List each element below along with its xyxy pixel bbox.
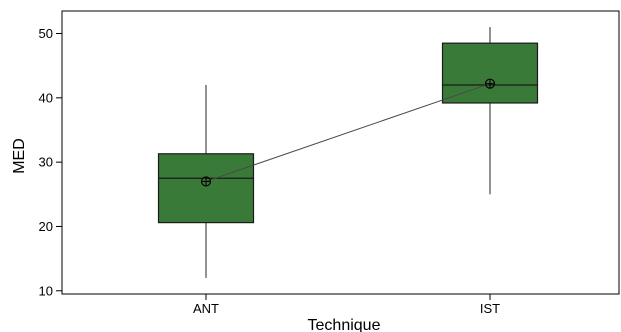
x-tick-label-ant: ANT: [193, 301, 219, 316]
y-axis-title: MED: [11, 138, 28, 174]
mean-connect-line: [205, 83, 491, 182]
x-axis: ANT IST: [193, 294, 500, 316]
plot-frame-group: [61, 10, 620, 295]
iqr-box: [157, 153, 255, 224]
box-ant: [157, 84, 255, 278]
x-axis-title: Technique: [308, 317, 381, 332]
boxes-group: [157, 27, 539, 278]
iqr-box: [441, 42, 539, 104]
mean-group: [200, 78, 496, 187]
y-tick-label: 30: [39, 155, 53, 170]
y-axis: 10 20 30 40 50: [39, 26, 62, 298]
y-tick-label: 40: [39, 90, 53, 105]
y-tick-label: 10: [39, 283, 53, 298]
box-ist: [441, 27, 539, 195]
x-tick-label-ist: IST: [480, 301, 500, 316]
y-tick-label: 20: [39, 219, 53, 234]
plot-frame: [61, 10, 620, 295]
mean-marker-ant: [200, 176, 212, 187]
y-tick-label: 50: [39, 26, 53, 41]
mean-marker-ist: [484, 78, 496, 89]
